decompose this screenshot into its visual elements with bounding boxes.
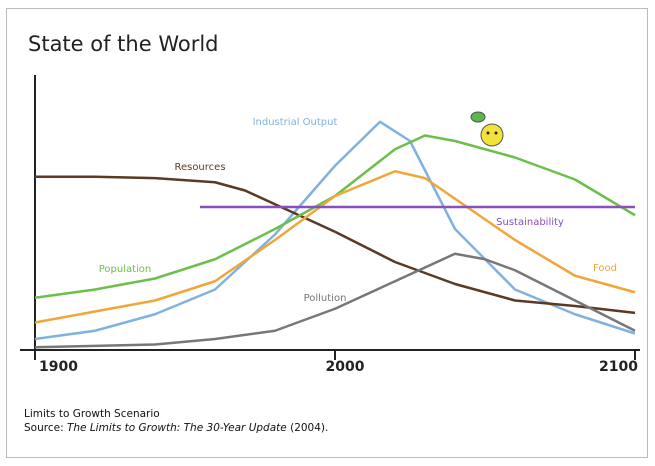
x-tick-label: 2100 — [599, 359, 638, 375]
series-label: Industrial Output — [253, 117, 338, 128]
source-year: (2004). — [290, 422, 328, 434]
series-label: Population — [99, 264, 152, 275]
source-label: Source: — [24, 422, 64, 434]
series-line — [34, 170, 636, 324]
series-label: Food — [593, 263, 617, 274]
x-tick-label: 1900 — [39, 359, 78, 375]
caption: Limits to Growth Scenario — [24, 408, 160, 420]
x-tick-label: 2000 — [326, 359, 365, 375]
mascot-icon — [470, 111, 504, 147]
series-label: Sustainability — [496, 217, 564, 228]
series-line — [34, 252, 636, 349]
series-line — [34, 120, 636, 341]
source-title: The Limits to Growth: The 30-Year Update — [67, 422, 287, 434]
series-line — [34, 134, 636, 299]
frame — [6, 8, 648, 458]
series-label: Pollution — [304, 293, 347, 304]
source: Source: The Limits to Growth: The 30-Yea… — [24, 422, 328, 434]
chart-title: State of the World — [28, 32, 219, 56]
series-label: Resources — [174, 162, 225, 173]
